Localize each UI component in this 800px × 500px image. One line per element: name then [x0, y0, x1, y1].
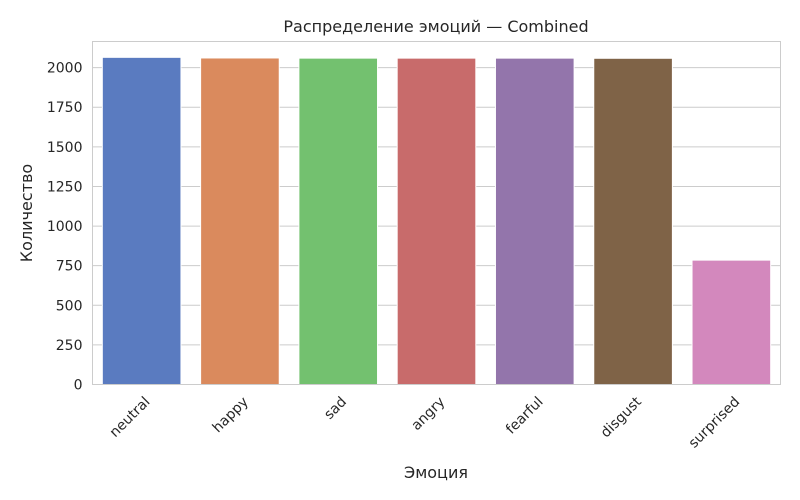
x-tick-label: surprised [686, 394, 743, 451]
bar-angry [396, 57, 477, 386]
y-tick-label: 1750 [47, 100, 83, 116]
y-tick-label: 2000 [47, 61, 83, 77]
x-tick-label: fearful [503, 394, 547, 438]
x-tick-label: neutral [107, 394, 154, 441]
x-tick-label: angry [408, 394, 448, 434]
bar-sad [298, 57, 379, 386]
y-axis-label: Количество [17, 164, 36, 262]
y-tick-label: 750 [56, 259, 83, 275]
y-tick-label: 1000 [47, 219, 83, 235]
bars [101, 56, 772, 386]
plot-frame [92, 41, 781, 385]
x-tick-label: disgust [598, 394, 645, 441]
bar-surprised [691, 259, 772, 385]
y-tick-label: 1500 [47, 140, 83, 156]
bar-disgust [593, 57, 673, 385]
chart-title: Распределение эмоций — Combined [283, 17, 588, 36]
x-axis-label: Эмоция [404, 463, 468, 482]
y-tick-labels: 0 250 500 750 1000 1250 1500 1750 2000 [47, 61, 83, 394]
bar-fearful [494, 57, 575, 386]
y-tick-label: 250 [56, 338, 83, 354]
y-tick-label: 0 [74, 378, 83, 394]
x-tick-label: happy [210, 394, 252, 436]
y-tick-label: 1250 [47, 179, 83, 195]
bar-neutral [101, 56, 182, 385]
bar-happy [200, 57, 280, 385]
y-tick-label: 500 [56, 298, 83, 314]
x-tick-label: sad [321, 394, 350, 423]
x-tick-labels: neutral happy sad angry fearful disgust surpri… [107, 394, 743, 452]
